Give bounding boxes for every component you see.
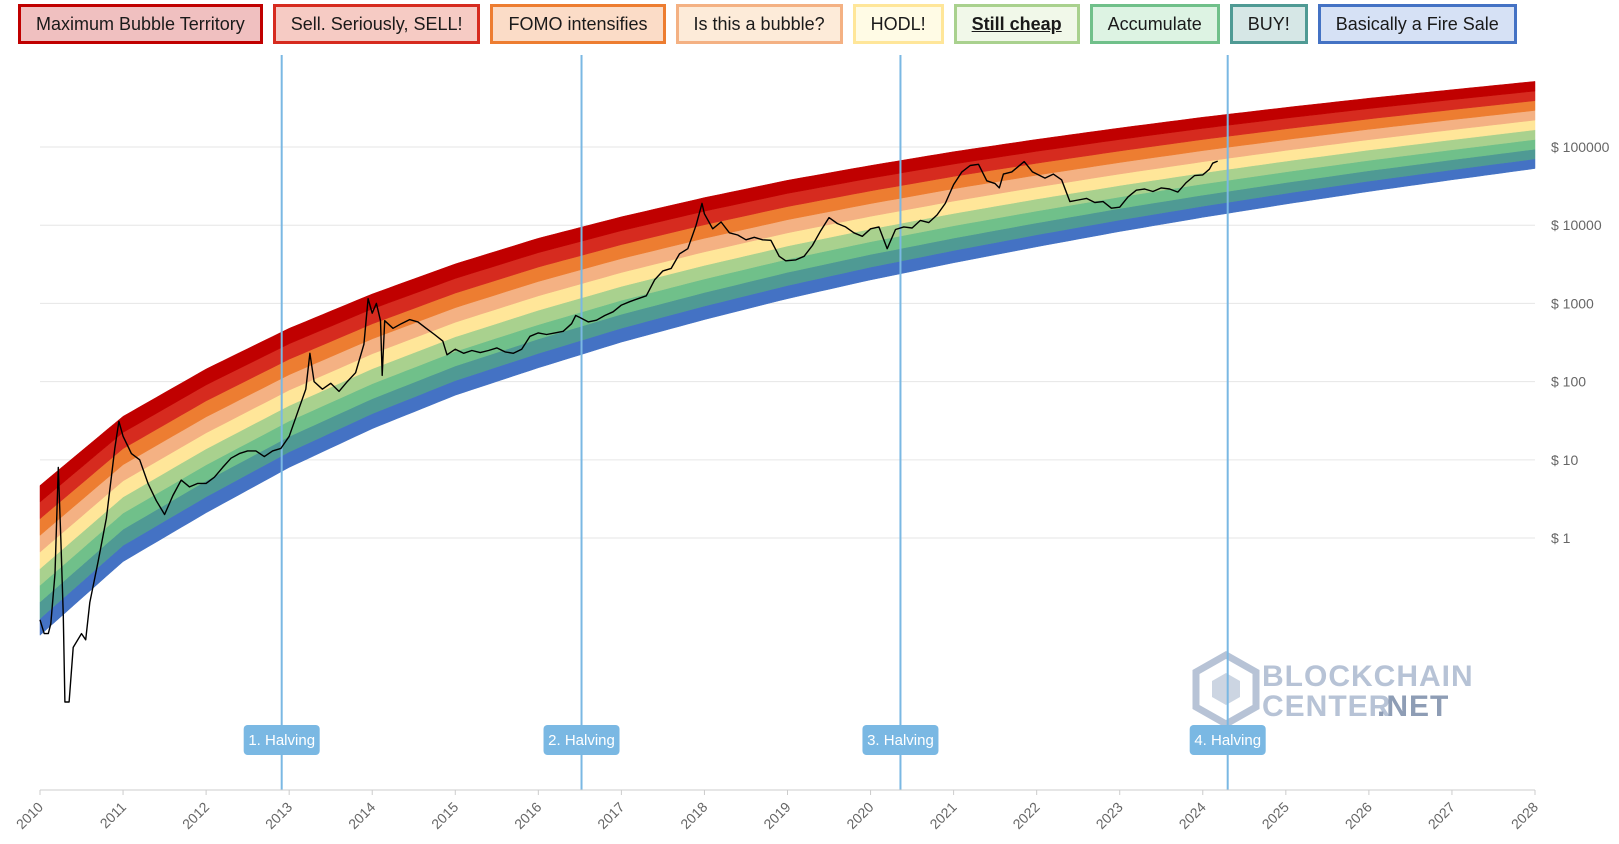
legend-item-2[interactable]: FOMO intensifies — [490, 4, 666, 44]
legend-item-4[interactable]: HODL! — [852, 4, 944, 44]
y-tick-label-1: $ 10 — [1551, 452, 1578, 468]
legend-item-6[interactable]: Accumulate — [1089, 4, 1220, 44]
x-tick-label-6: 2016 — [511, 799, 544, 832]
y-tick-label-4: $ 10000 — [1551, 217, 1602, 233]
y-tick-label-2: $ 100 — [1551, 374, 1586, 390]
x-tick-label-1: 2011 — [97, 799, 130, 832]
x-tick-label-7: 2017 — [594, 799, 627, 832]
x-tick-label-15: 2025 — [1259, 799, 1292, 832]
halving-badge-1 — [543, 725, 620, 755]
x-tick-label-18: 2028 — [1508, 799, 1541, 832]
x-tick-label-10: 2020 — [843, 799, 876, 832]
x-tick-label-17: 2027 — [1425, 799, 1458, 832]
watermark-line1: BLOCKCHAIN — [1262, 660, 1474, 693]
x-axis-ticks: 2010 2011 2012 2013 2014 2015 2016 2017 2018 2019… — [13, 790, 1541, 832]
x-tick-label-11: 2021 — [926, 799, 959, 832]
halving-badge-3 — [1189, 725, 1266, 755]
x-tick-label-16: 2026 — [1342, 799, 1375, 832]
halving-label-3: 4. Halving — [1194, 732, 1261, 749]
halving-label-2: 3. Halving — [867, 732, 934, 749]
y-tick-label-5: $ 100000 — [1551, 139, 1610, 155]
x-tick-label-9: 2019 — [760, 799, 793, 832]
legend-item-7[interactable]: BUY! — [1229, 4, 1308, 44]
x-tick-label-2: 2012 — [179, 799, 212, 832]
x-tick-label-3: 2013 — [262, 799, 295, 832]
x-tick-label-0: 2010 — [13, 799, 46, 832]
legend-item-0[interactable]: Maximum Bubble Territory — [18, 4, 263, 44]
rainbow-bands — [39, 81, 1536, 636]
halving-label-1: 2. Halving — [548, 732, 615, 749]
x-tick-label-4: 2014 — [345, 799, 378, 832]
watermark: BLOCKCHAIN CENTER .NET — [1192, 650, 1474, 729]
halving-badge-2 — [862, 725, 939, 755]
blockchaincenter-logo-icon — [1192, 650, 1260, 729]
x-tick-label-14: 2024 — [1176, 799, 1209, 832]
watermark-line3: .NET — [1377, 690, 1449, 723]
y-tick-label-0: $ 1 — [1551, 530, 1571, 546]
halving-label-0: 1. Halving — [248, 732, 315, 749]
x-tick-label-13: 2023 — [1092, 799, 1125, 832]
legend-item-1[interactable]: Sell. Seriously, SELL! — [272, 4, 481, 44]
y-tick-label-3: $ 1000 — [1551, 295, 1594, 311]
halving-badge-0 — [243, 725, 320, 755]
legend-item-8[interactable]: Basically a Fire Sale — [1317, 4, 1517, 44]
watermark-line2: CENTER — [1262, 690, 1391, 723]
price-line — [39, 160, 1218, 703]
x-tick-label-12: 2022 — [1009, 799, 1042, 832]
y-axis-ticks: $ 1 $ 10 $ 100 $ 1000 $ 10000 $ 100000 — [1551, 139, 1610, 546]
x-tick-label-8: 2018 — [677, 799, 710, 832]
halving-markers: 1. Halving 2. Halving 3. Halving 4. Halving — [243, 55, 1266, 790]
btc-price-series — [39, 160, 1218, 703]
band-8 — [39, 81, 1536, 503]
legend: Maximum Bubble Territory Sell. Seriously,… — [18, 4, 1517, 44]
legend-item-3[interactable]: Is this a bubble? — [675, 4, 843, 44]
legend-item-5[interactable]: Still cheap — [953, 4, 1080, 44]
x-tick-label-5: 2015 — [428, 799, 461, 832]
